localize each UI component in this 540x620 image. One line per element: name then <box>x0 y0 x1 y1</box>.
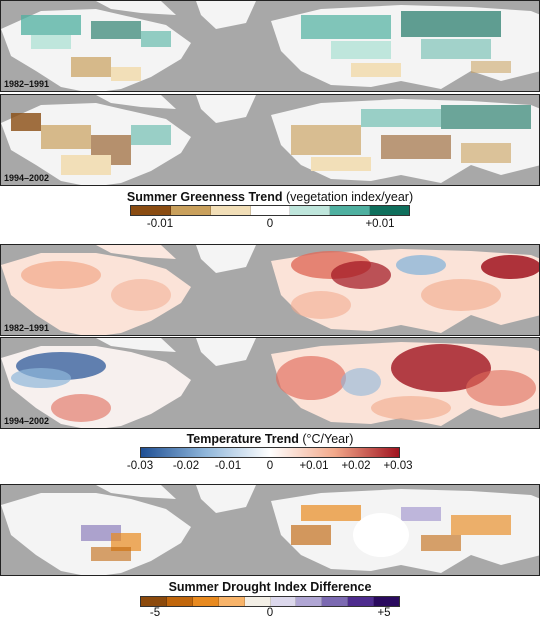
map-graphic <box>1 95 539 185</box>
drought-map <box>0 484 540 576</box>
period-label: 1994–2002 <box>4 416 50 426</box>
temperature-legend-title: Temperature Trend (°C/Year) <box>0 432 540 446</box>
greenness-pattern-2 <box>11 105 531 175</box>
legend-swatch <box>370 206 410 215</box>
temperature-tick-4: 0 <box>266 460 274 472</box>
temperature-tick-3: -0.01 <box>214 460 242 472</box>
legend-swatch <box>192 597 219 606</box>
legend-swatch <box>210 206 251 215</box>
temperature-map-1994-2002: 1994–2002 <box>0 337 540 429</box>
greenness-tick-max: +0.01 <box>365 218 395 230</box>
land-greenland <box>196 245 256 273</box>
period-label: 1982–1991 <box>4 79 50 89</box>
drought-tick-min: -5 <box>149 607 161 619</box>
legend-title-rest: (vegetation index/year) <box>282 190 414 204</box>
legend-swatch <box>166 597 193 606</box>
greenness-color-scale <box>130 205 410 216</box>
legend-swatch <box>250 206 291 215</box>
legend-swatch <box>270 597 297 606</box>
drought-tick-mid: 0 <box>266 607 274 619</box>
greenness-map-1994-2002: 1994–2002 <box>0 94 540 186</box>
temperature-tick-7: +0.03 <box>383 460 413 472</box>
legend-swatch <box>218 597 245 606</box>
land-greenland <box>196 485 256 513</box>
temperature-tick-5: +0.01 <box>299 460 329 472</box>
legend-swatch <box>141 597 167 606</box>
greenness-tick-mid: 0 <box>266 218 274 230</box>
temperature-pattern-2 <box>11 344 536 422</box>
map-graphic <box>1 485 539 575</box>
land-greenland <box>196 95 256 123</box>
greenness-tick-min: -0.01 <box>146 218 174 230</box>
temperature-color-scale <box>140 447 400 458</box>
legend-title-bold: Summer Drought Index Difference <box>168 580 372 594</box>
greenness-legend-title: Summer Greenness Trend (vegetation index… <box>0 190 540 204</box>
drought-tick-max: +5 <box>377 607 391 619</box>
drought-legend-title: Summer Drought Index Difference <box>0 580 540 594</box>
legend-swatch <box>374 597 400 606</box>
map-graphic <box>1 245 539 335</box>
legend-title-rest: (°C/Year) <box>298 432 354 446</box>
drought-color-scale <box>140 596 400 607</box>
greenness-map-1982-1991: 1982–1991 <box>0 0 540 92</box>
legend-swatch <box>290 206 331 215</box>
period-label: 1982–1991 <box>4 323 50 333</box>
land-greenland <box>196 338 256 366</box>
legend-swatch <box>131 206 171 215</box>
legend-swatch <box>296 597 323 606</box>
legend-swatch <box>348 597 375 606</box>
temperature-tick-6: +0.02 <box>341 460 371 472</box>
land-greenland <box>196 1 256 29</box>
legend-title-bold: Temperature Trend <box>186 432 299 446</box>
drought-pattern <box>81 505 511 561</box>
legend-swatch <box>330 206 371 215</box>
greenness-pattern-1 <box>21 11 511 81</box>
period-label: 1994–2002 <box>4 173 50 183</box>
legend-swatch <box>170 206 211 215</box>
temperature-map-1982-1991: 1982–1991 <box>0 244 540 336</box>
temperature-tick-2: -0.02 <box>172 460 200 472</box>
map-graphic <box>1 338 539 428</box>
legend-swatch <box>244 597 271 606</box>
temperature-pattern-1 <box>21 251 539 319</box>
legend-title-bold: Summer Greenness Trend <box>126 190 283 204</box>
map-graphic <box>1 1 539 91</box>
legend-swatch <box>322 597 349 606</box>
temperature-tick-1: -0.03 <box>126 460 154 472</box>
